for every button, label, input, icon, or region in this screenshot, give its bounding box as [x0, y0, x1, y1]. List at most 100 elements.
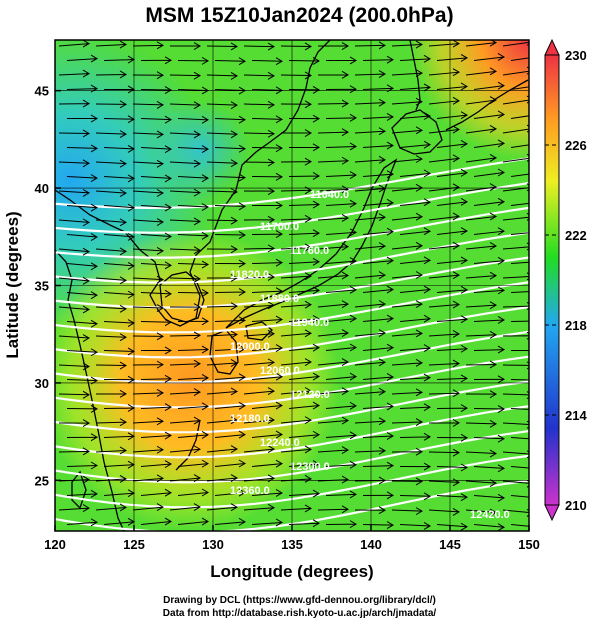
wind-arrow — [362, 227, 394, 236]
wind-arrow — [214, 517, 246, 526]
wind-arrow — [399, 140, 431, 149]
wind-arrow — [169, 42, 201, 50]
wind-arrow — [399, 432, 431, 441]
wind-arrow — [473, 227, 505, 236]
x-tick-label: 150 — [518, 537, 540, 552]
contour-line — [55, 405, 529, 459]
wind-arrow — [95, 130, 127, 139]
wind-arrow — [399, 112, 431, 120]
wind-arrow — [325, 431, 357, 440]
wind-arrow — [465, 508, 497, 517]
contour-line — [55, 206, 529, 259]
wind-arrow — [465, 271, 497, 280]
wind-arrow — [132, 503, 164, 512]
wind-arrow — [214, 344, 246, 353]
wind-arrow — [288, 257, 320, 266]
wind-arrow — [132, 275, 164, 284]
wind-arrow — [473, 523, 505, 531]
wind-arrow — [177, 56, 209, 65]
wind-arrow — [177, 174, 209, 183]
colorbar-label: 214 — [565, 408, 587, 423]
wind-arrow — [140, 318, 172, 327]
wind-arrow — [502, 450, 529, 459]
wind-arrow — [243, 445, 275, 454]
wind-arrow — [214, 488, 246, 497]
wind-arrow — [510, 320, 529, 322]
wind-arrow — [58, 334, 90, 342]
wind-arrow — [169, 101, 201, 110]
wind-arrow — [428, 359, 460, 368]
wind-arrow — [317, 42, 349, 50]
wind-arrow — [280, 416, 312, 425]
wind-arrow — [510, 115, 529, 119]
wind-arrow — [214, 115, 246, 124]
wind-arrow — [473, 81, 505, 90]
wind-arrow — [95, 189, 127, 198]
wind-arrow — [473, 110, 505, 119]
contour-labels: 11640.0 11700.0 11760.0 11820.0 11880.0 11940… — [230, 189, 510, 521]
wind-arrow — [251, 86, 283, 95]
wind-arrow — [362, 373, 394, 381]
wind-arrow — [362, 198, 394, 207]
wind-arrow — [317, 505, 349, 514]
wind-arrow — [325, 113, 357, 122]
wind-arrow — [214, 288, 246, 296]
wind-arrow — [436, 463, 468, 472]
wind-arrow — [362, 461, 394, 470]
wind-arrow — [140, 517, 172, 526]
wind-arrow — [362, 256, 394, 265]
wind-arrow — [502, 272, 529, 281]
wind-arrow — [399, 285, 431, 294]
contour-line — [55, 429, 529, 484]
wind-arrow — [251, 57, 283, 66]
wind-arrow — [132, 159, 164, 168]
wind-arrow — [399, 403, 431, 412]
wind-arrow — [354, 70, 386, 78]
wind-arrow — [428, 478, 460, 487]
wind-arrow — [58, 99, 90, 108]
wind-arrow — [243, 129, 275, 138]
x-axis-title: Longitude (degrees) — [210, 562, 373, 581]
wind-arrow — [510, 232, 529, 235]
wind-arrow — [288, 401, 320, 410]
wind-arrow — [473, 139, 505, 148]
wind-arrow — [132, 388, 164, 397]
wind-arrow — [436, 82, 468, 91]
coastline-ryukyu — [175, 419, 201, 471]
coastline-honshu — [225, 158, 398, 329]
wind-arrow — [95, 70, 127, 79]
wind-arrow — [362, 432, 394, 440]
wind-arrow — [177, 231, 209, 240]
wind-arrow — [95, 474, 127, 483]
wind-arrow — [391, 126, 423, 135]
wind-arrow — [399, 314, 431, 323]
wind-arrow — [280, 272, 312, 281]
y-tick-label: 40 — [35, 181, 49, 196]
contour-line — [55, 479, 529, 531]
wind-arrow — [473, 256, 505, 265]
wind-arrow — [428, 300, 460, 309]
wind-arrow — [169, 246, 201, 255]
contour-line — [55, 380, 529, 434]
wind-arrow — [502, 40, 529, 47]
wind-arrow — [243, 301, 275, 310]
wind-arrow — [169, 359, 201, 368]
wind-arrow — [214, 373, 246, 382]
wind-arrow — [66, 291, 98, 300]
credit-text: Drawing by DCL (https://www.gfd-dennou.o… — [0, 594, 599, 620]
wind-arrow — [391, 155, 423, 163]
wind-arrow — [502, 331, 529, 340]
wind-arrow — [251, 287, 283, 296]
wind-arrow — [288, 372, 320, 381]
wind-arrow — [58, 447, 90, 456]
wind-arrow — [502, 124, 529, 134]
wind-arrow — [354, 155, 386, 164]
wind-arrow — [317, 99, 349, 108]
wind-arrow — [362, 491, 394, 500]
wind-arrow — [66, 174, 98, 183]
wind-arrow — [58, 159, 90, 168]
wind-arrow — [95, 40, 127, 49]
coastline-kurils — [445, 79, 529, 131]
wind-arrow — [362, 141, 394, 150]
wind-arrow — [391, 69, 423, 78]
